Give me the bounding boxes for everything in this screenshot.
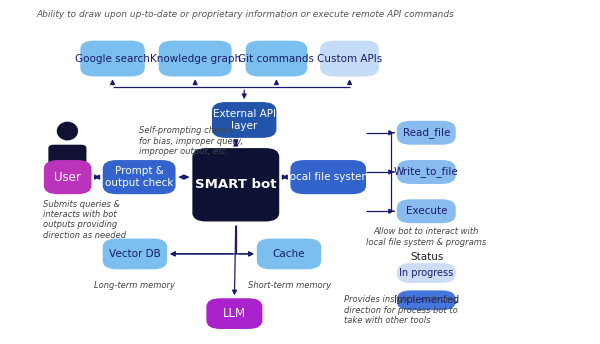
Text: Long-term memory: Long-term memory bbox=[94, 281, 175, 290]
FancyBboxPatch shape bbox=[159, 41, 232, 76]
Text: Custom APIs: Custom APIs bbox=[317, 54, 382, 64]
Text: Allow bot to interact with
local file system & programs: Allow bot to interact with local file sy… bbox=[367, 227, 487, 247]
Text: Provides insights, including
direction for process bot to
take with other tools: Provides insights, including direction f… bbox=[344, 295, 458, 325]
FancyBboxPatch shape bbox=[103, 238, 167, 269]
Text: Ability to draw upon up-to-date or proprietary information or execute remote API: Ability to draw upon up-to-date or propr… bbox=[37, 10, 455, 19]
FancyBboxPatch shape bbox=[397, 160, 456, 184]
FancyBboxPatch shape bbox=[206, 298, 262, 329]
Text: Google search: Google search bbox=[75, 54, 150, 64]
Text: Knowledge graph: Knowledge graph bbox=[149, 54, 241, 64]
Ellipse shape bbox=[57, 122, 78, 140]
Text: Cache: Cache bbox=[273, 249, 305, 259]
FancyBboxPatch shape bbox=[257, 238, 321, 269]
FancyBboxPatch shape bbox=[103, 160, 176, 194]
FancyBboxPatch shape bbox=[44, 160, 92, 194]
FancyBboxPatch shape bbox=[397, 199, 456, 223]
Text: Read_file: Read_file bbox=[403, 127, 450, 138]
FancyBboxPatch shape bbox=[49, 145, 86, 174]
Text: Status: Status bbox=[410, 251, 443, 262]
Text: Local file system: Local file system bbox=[284, 172, 372, 182]
FancyBboxPatch shape bbox=[397, 121, 456, 145]
Text: Vector DB: Vector DB bbox=[109, 249, 161, 259]
FancyBboxPatch shape bbox=[290, 160, 366, 194]
FancyBboxPatch shape bbox=[397, 290, 456, 310]
FancyBboxPatch shape bbox=[212, 102, 277, 138]
FancyBboxPatch shape bbox=[320, 41, 379, 76]
Text: Execute: Execute bbox=[406, 206, 447, 216]
Text: Implemented: Implemented bbox=[394, 295, 459, 305]
Text: Submits queries &
interacts with bot
outputs providing
direction as needed: Submits queries & interacts with bot out… bbox=[43, 200, 126, 240]
FancyBboxPatch shape bbox=[245, 41, 307, 76]
FancyBboxPatch shape bbox=[397, 263, 456, 283]
Text: LLM: LLM bbox=[223, 307, 246, 320]
Text: In progress: In progress bbox=[399, 268, 454, 278]
Text: SMART bot: SMART bot bbox=[195, 178, 277, 191]
Text: Prompt &
output check: Prompt & output check bbox=[105, 166, 173, 188]
Text: Write_to_file: Write_to_file bbox=[394, 166, 458, 178]
FancyBboxPatch shape bbox=[80, 41, 145, 76]
Text: Short-term memory: Short-term memory bbox=[248, 281, 331, 290]
Text: Git commands: Git commands bbox=[238, 54, 314, 64]
Text: External API
layer: External API layer bbox=[212, 109, 275, 131]
Text: User: User bbox=[54, 171, 81, 184]
Text: Self-prompting checks
for bias, improper query,
improper output, etc.: Self-prompting checks for bias, improper… bbox=[139, 126, 243, 156]
FancyBboxPatch shape bbox=[193, 148, 279, 222]
